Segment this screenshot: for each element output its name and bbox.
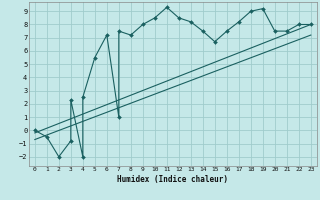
X-axis label: Humidex (Indice chaleur): Humidex (Indice chaleur) xyxy=(117,175,228,184)
